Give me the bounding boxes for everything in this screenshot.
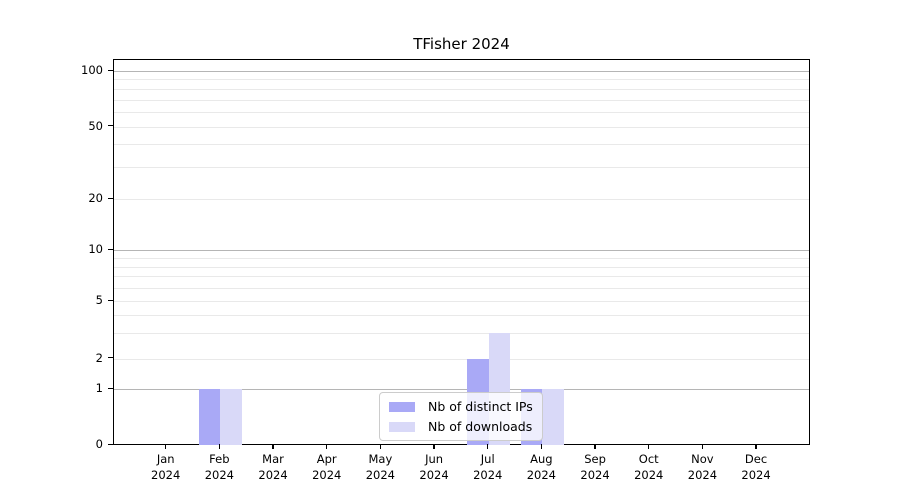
x-tick-year: 2024 — [526, 468, 557, 482]
x-tick-mark — [433, 444, 435, 449]
gridline-minor — [114, 333, 809, 335]
legend-swatch-distinct-ips — [389, 401, 415, 412]
gridline-minor — [114, 99, 809, 101]
bar-distinct-ips — [198, 389, 221, 446]
gridline-minor — [114, 167, 809, 169]
x-tick-mark — [218, 444, 220, 449]
x-tick-year: 2024 — [365, 468, 396, 482]
x-tick-label: May 2024 — [345, 451, 415, 483]
legend-entry-distinct-ips: Nb of distinct IPs — [389, 399, 534, 414]
legend-label-distinct-ips: Nb of distinct IPs — [428, 399, 533, 414]
y-tick-mark — [108, 125, 113, 127]
y-tick-label: 20 — [88, 191, 103, 206]
legend-label-downloads: Nb of downloads — [428, 419, 533, 434]
x-tick-month: Jun — [425, 452, 444, 466]
bar-downloads — [542, 389, 564, 446]
x-tick-label: Feb 2024 — [184, 451, 254, 483]
gridline-minor — [114, 79, 809, 81]
y-tick-mark — [108, 387, 113, 389]
x-tick-year: 2024 — [580, 468, 610, 482]
gridline-minor — [114, 358, 809, 360]
x-tick-mark — [326, 444, 328, 449]
x-tick-year: 2024 — [258, 468, 288, 482]
gridline-major — [114, 71, 809, 72]
x-tick-month: Jan — [156, 452, 175, 466]
x-tick-month: Feb — [209, 452, 230, 466]
y-tick-mark — [108, 299, 113, 301]
x-tick-month: Apr — [316, 452, 337, 466]
y-tick-label: 10 — [88, 242, 103, 256]
y-tick-mark — [108, 197, 113, 199]
x-tick-label: Jan 2024 — [131, 451, 201, 483]
gridline-major — [114, 250, 809, 251]
gridline-minor — [114, 301, 809, 303]
legend: Nb of distinct IPs Nb of downloads — [379, 392, 543, 441]
bar-layer — [114, 60, 809, 446]
x-tick-month: Oct — [638, 452, 659, 466]
x-tick-mark — [648, 444, 650, 449]
x-tick-month: Nov — [691, 452, 714, 466]
bar-downloads — [220, 389, 242, 446]
x-tick-month: Mar — [262, 452, 284, 466]
x-tick-mark — [701, 444, 703, 449]
legend-swatch-downloads — [389, 421, 415, 432]
x-tick-month: May — [368, 452, 393, 466]
x-tick-month: Aug — [530, 452, 553, 466]
y-tick-label: 0 — [95, 437, 103, 452]
gridline-minor — [114, 287, 809, 289]
x-tick-year: 2024 — [741, 468, 771, 482]
x-tick-month: Sep — [584, 452, 606, 466]
x-tick-year: 2024 — [151, 468, 181, 482]
plot-area: Nb of distinct IPs Nb of downloads — [113, 59, 810, 446]
x-tick-mark — [755, 444, 757, 449]
x-tick-mark — [594, 444, 596, 449]
gridline-minor — [114, 266, 809, 268]
x-tick-mark — [540, 444, 542, 449]
x-tick-label: Oct 2024 — [614, 451, 684, 483]
x-tick-label: Sep 2024 — [560, 451, 630, 483]
x-tick-year: 2024 — [634, 468, 664, 482]
gridline-minor — [114, 276, 809, 278]
legend-entry-downloads: Nb of downloads — [389, 419, 534, 434]
x-tick-year: 2024 — [204, 468, 234, 482]
x-tick-label: Jun 2024 — [399, 451, 469, 483]
x-tick-mark — [379, 444, 381, 449]
x-tick-year: 2024 — [312, 468, 342, 482]
gridline-minor — [114, 112, 809, 114]
y-tick-label: 1 — [95, 381, 103, 396]
x-tick-year: 2024 — [473, 468, 503, 482]
x-tick-label: Jul 2024 — [453, 451, 523, 483]
gridline-minor — [114, 88, 809, 90]
x-tick-label: Aug 2024 — [506, 451, 576, 483]
y-tick-mark — [108, 69, 113, 71]
y-tick-label: 2 — [95, 350, 103, 365]
x-tick-label: Dec 2024 — [721, 451, 791, 483]
gridline-minor — [114, 315, 809, 317]
y-tick-mark — [108, 248, 113, 250]
y-tick-label: 50 — [88, 118, 103, 133]
x-tick-label: Nov 2024 — [667, 451, 737, 483]
y-tick-mark — [108, 357, 113, 359]
x-tick-month: Dec — [744, 452, 768, 466]
chart-title: TFisher 2024 — [413, 35, 510, 53]
x-tick-label: Apr 2024 — [292, 451, 362, 483]
gridline-layer — [114, 60, 809, 444]
gridline-minor — [114, 144, 809, 146]
gridline-major — [114, 389, 809, 391]
x-tick-mark — [272, 444, 274, 449]
x-tick-mark — [165, 444, 167, 449]
y-tick-mark — [108, 443, 113, 446]
x-tick-month: Jul — [480, 452, 495, 466]
x-tick-label: Mar 2024 — [238, 451, 308, 483]
gridline-minor — [114, 257, 809, 259]
x-tick-year: 2024 — [419, 468, 449, 482]
y-tick-label: 5 — [95, 293, 103, 308]
gridline-minor — [114, 126, 809, 128]
gridline-minor — [114, 199, 809, 201]
x-tick-mark — [487, 444, 489, 449]
x-tick-year: 2024 — [687, 468, 718, 482]
y-tick-label: 100 — [81, 63, 103, 77]
